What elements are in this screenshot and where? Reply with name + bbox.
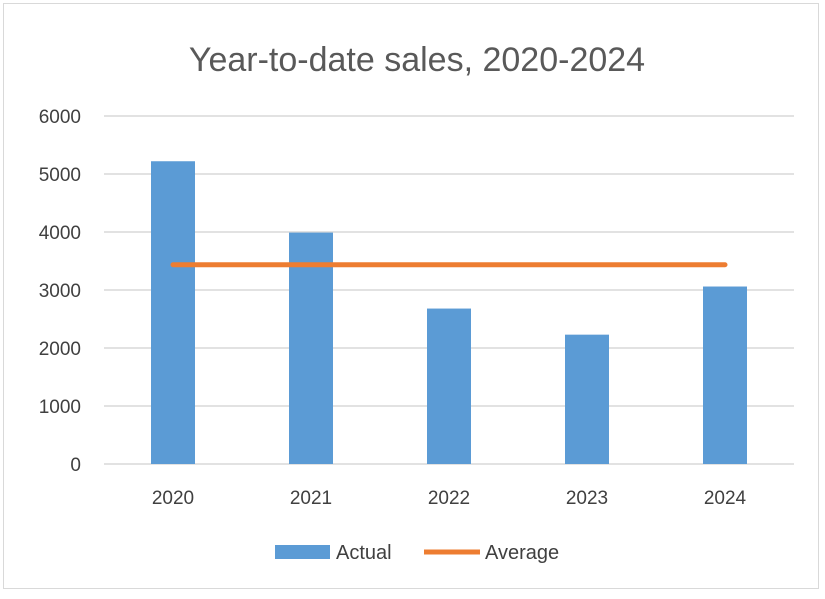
legend-label-actual: Actual — [336, 542, 392, 564]
bars-actual — [151, 161, 747, 465]
y-tick-label: 0 — [70, 455, 81, 476]
legend: Actual Average — [275, 542, 559, 564]
y-tick-label: 2000 — [39, 339, 81, 360]
x-tick-label: 2021 — [290, 488, 332, 509]
x-tick-label: 2022 — [428, 488, 470, 509]
chart-svg: Year-to-date sales, 2020-2024 0 1000 2000 3… — [39, 41, 794, 564]
x-tick-label: 2020 — [152, 488, 194, 509]
bar-actual-2022 — [427, 308, 471, 464]
x-tick-label: 2024 — [704, 488, 747, 509]
x-tick-label: 2023 — [566, 488, 608, 509]
y-tick-label: 3000 — [39, 281, 81, 302]
chart-area: Year-to-date sales, 2020-2024 0 1000 2000 3… — [3, 3, 819, 589]
y-tick-label: 4000 — [39, 223, 81, 244]
y-tick-label: 6000 — [39, 107, 81, 128]
y-tick-label: 5000 — [39, 165, 81, 186]
legend-label-average: Average — [485, 542, 559, 564]
bar-actual-2023 — [565, 334, 609, 464]
legend-swatch-actual — [275, 545, 330, 559]
y-axis-ticks: 0 1000 2000 3000 4000 5000 6000 — [39, 107, 81, 476]
bar-actual-2024 — [703, 286, 747, 464]
x-axis-ticks: 2020 2021 2022 2023 2024 — [152, 488, 747, 509]
chart-title: Year-to-date sales, 2020-2024 — [189, 41, 645, 79]
y-tick-label: 1000 — [39, 397, 81, 418]
bar-actual-2020 — [151, 161, 195, 465]
bar-actual-2021 — [289, 232, 333, 464]
